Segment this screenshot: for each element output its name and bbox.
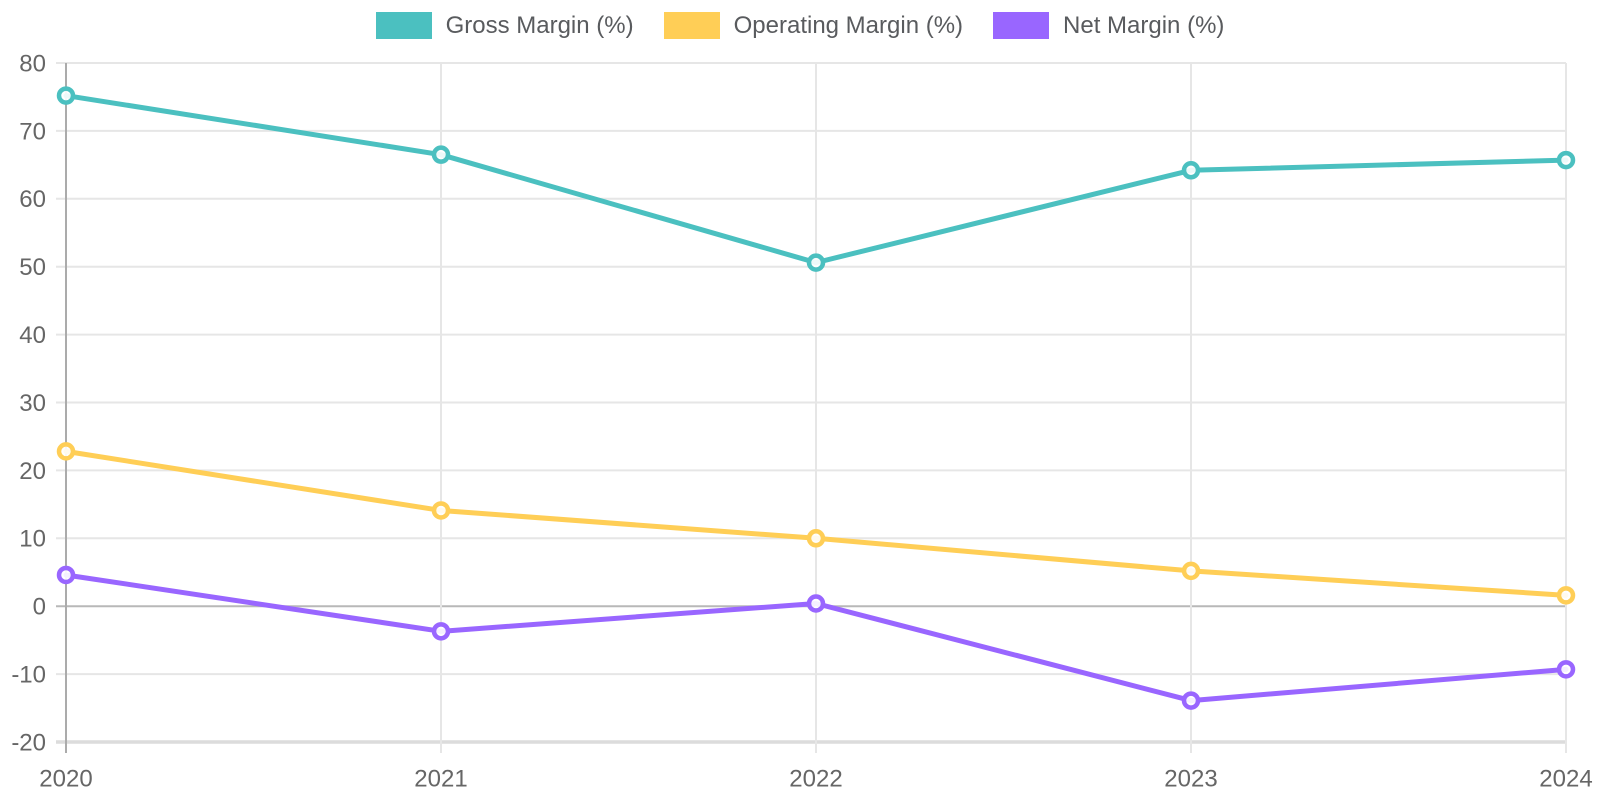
chart-legend: Gross Margin (%) Operating Margin (%) Net … <box>0 12 1600 39</box>
legend-label: Operating Margin (%) <box>733 12 964 39</box>
x-tick-label: 2023 <box>1164 765 1217 792</box>
data-point-net-margin-2022[interactable] <box>806 594 826 613</box>
y-tick-label: 50 <box>19 254 46 281</box>
y-tick-label: 40 <box>19 322 46 349</box>
data-point-gross-margin-2022[interactable] <box>806 253 826 272</box>
legend-item-gross-margin[interactable]: Gross Margin (%) <box>375 12 634 39</box>
data-point-operating-margin-2024[interactable] <box>1556 586 1576 605</box>
y-tick-label: 20 <box>19 458 46 485</box>
data-point-operating-margin-2020[interactable] <box>56 442 76 461</box>
legend-item-net-margin[interactable]: Net Margin (%) <box>993 12 1224 39</box>
data-point-net-margin-2021[interactable] <box>431 622 451 641</box>
data-point-gross-margin-2024[interactable] <box>1556 150 1576 170</box>
legend-swatch-gross-margin <box>375 12 432 39</box>
y-tick-label: 70 <box>19 118 46 145</box>
data-point-gross-margin-2023[interactable] <box>1181 161 1201 180</box>
x-tick-label: 2022 <box>789 765 842 792</box>
y-tick-label: 80 <box>19 50 46 77</box>
y-tick-label: 0 <box>33 594 46 621</box>
legend-swatch-operating-margin <box>663 12 720 39</box>
data-point-net-margin-2020[interactable] <box>56 565 76 585</box>
data-point-net-margin-2024[interactable] <box>1556 660 1576 679</box>
y-tick-label: -20 <box>11 729 46 756</box>
legend-swatch-net-margin <box>993 12 1050 39</box>
data-point-operating-margin-2022[interactable] <box>806 529 826 548</box>
data-point-operating-margin-2021[interactable] <box>431 501 451 520</box>
y-tick-label: -10 <box>11 662 46 689</box>
data-point-gross-margin-2020[interactable] <box>56 86 76 105</box>
legend-label: Gross Margin (%) <box>445 12 634 39</box>
x-tick-label: 2021 <box>414 765 467 792</box>
data-point-net-margin-2023[interactable] <box>1181 691 1201 710</box>
x-tick-label: 2020 <box>39 765 92 792</box>
y-tick-label: 60 <box>19 186 46 213</box>
data-point-gross-margin-2021[interactable] <box>431 145 451 164</box>
legend-label: Net Margin (%) <box>1063 12 1225 39</box>
y-tick-label: 30 <box>19 390 46 417</box>
x-tick-label: 2024 <box>1539 765 1592 792</box>
legend-item-operating-margin[interactable]: Operating Margin (%) <box>663 12 964 39</box>
y-tick-label: 10 <box>19 526 46 553</box>
data-point-operating-margin-2023[interactable] <box>1181 561 1201 581</box>
